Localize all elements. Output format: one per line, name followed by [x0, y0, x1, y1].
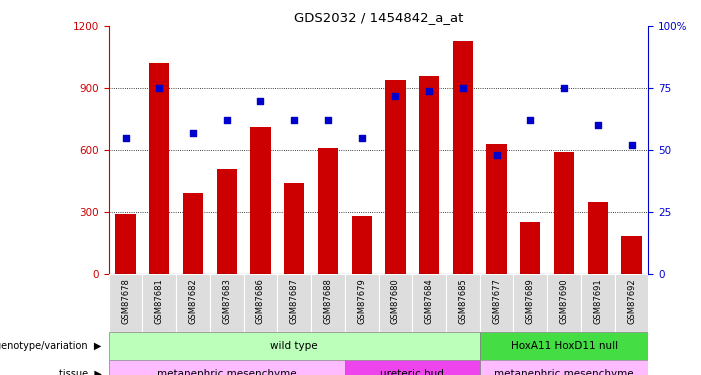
Point [221, 117, 232, 123]
Bar [479, 360, 648, 375]
Point [491, 152, 502, 158]
Point [423, 88, 435, 94]
Text: metanephric mesenchyme: metanephric mesenchyme [494, 369, 634, 375]
Title: GDS2032 / 1454842_a_at: GDS2032 / 1454842_a_at [294, 11, 463, 24]
Point [255, 98, 266, 104]
Bar [109, 332, 479, 360]
Text: GSM87684: GSM87684 [425, 278, 434, 324]
Bar [479, 274, 514, 332]
Point [154, 85, 165, 91]
Point [120, 135, 131, 141]
Bar [587, 202, 608, 274]
Bar [412, 274, 446, 332]
Point [592, 122, 604, 128]
Text: GSM87689: GSM87689 [526, 278, 535, 324]
Text: GSM87683: GSM87683 [222, 278, 231, 324]
Bar [116, 214, 135, 274]
Text: GSM87681: GSM87681 [155, 278, 164, 324]
Text: tissue  ▶: tissue ▶ [59, 369, 102, 375]
Bar [149, 63, 170, 274]
Point [289, 117, 300, 123]
Bar [311, 274, 345, 332]
Point [356, 135, 367, 141]
Text: HoxA11 HoxD11 null: HoxA11 HoxD11 null [510, 341, 618, 351]
Point [525, 117, 536, 123]
Text: GSM87679: GSM87679 [358, 278, 366, 324]
Bar [345, 360, 479, 375]
Bar [284, 183, 304, 274]
Text: GSM87682: GSM87682 [189, 278, 198, 324]
Bar [547, 274, 581, 332]
Bar [479, 332, 648, 360]
Bar [419, 76, 440, 274]
Bar [176, 274, 210, 332]
Bar [615, 274, 648, 332]
Bar [142, 274, 176, 332]
Text: GSM87678: GSM87678 [121, 278, 130, 324]
Bar [183, 194, 203, 274]
Bar [520, 222, 540, 274]
Text: GSM87688: GSM87688 [323, 278, 332, 324]
Bar [217, 169, 237, 274]
Text: ureteric bud: ureteric bud [381, 369, 444, 375]
Bar [386, 80, 406, 274]
Bar [278, 274, 311, 332]
Text: GSM87690: GSM87690 [559, 278, 569, 324]
Text: GSM87686: GSM87686 [256, 278, 265, 324]
Point [457, 85, 468, 91]
Bar [109, 274, 142, 332]
Bar [453, 41, 473, 274]
Text: GSM87687: GSM87687 [290, 278, 299, 324]
Bar [554, 152, 574, 274]
Point [626, 142, 637, 148]
Bar [486, 144, 507, 274]
Bar [244, 274, 278, 332]
Bar [446, 274, 479, 332]
Text: metanephric mesenchyme: metanephric mesenchyme [157, 369, 297, 375]
Text: GSM87692: GSM87692 [627, 278, 636, 324]
Text: GSM87691: GSM87691 [593, 278, 602, 324]
Text: GSM87685: GSM87685 [458, 278, 468, 324]
Text: genotype/variation  ▶: genotype/variation ▶ [0, 341, 102, 351]
Bar [352, 216, 372, 274]
Point [559, 85, 570, 91]
Bar [210, 274, 244, 332]
Point [322, 117, 334, 123]
Bar [109, 360, 345, 375]
Bar [379, 274, 412, 332]
Bar [514, 274, 547, 332]
Bar [622, 236, 641, 274]
Text: GSM87677: GSM87677 [492, 278, 501, 324]
Text: GSM87680: GSM87680 [391, 278, 400, 324]
Point [390, 93, 401, 99]
Point [187, 130, 198, 136]
Bar [250, 128, 271, 274]
Text: wild type: wild type [271, 341, 318, 351]
Bar [318, 148, 338, 274]
Bar [345, 274, 379, 332]
Bar [581, 274, 615, 332]
